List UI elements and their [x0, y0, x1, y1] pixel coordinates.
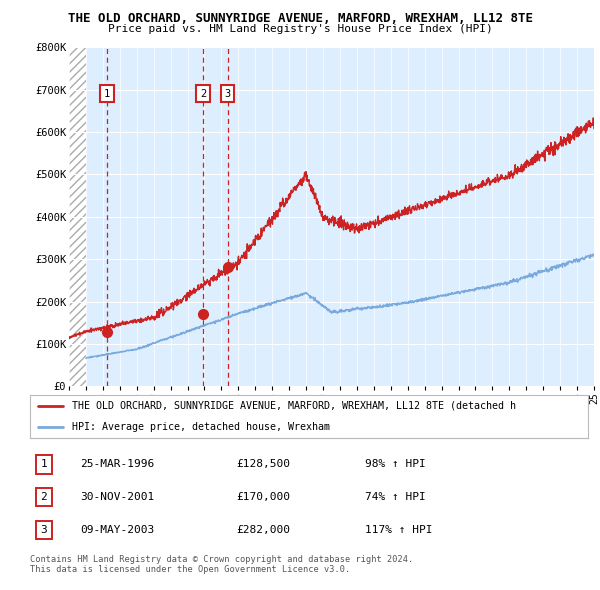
Text: 25-MAR-1996: 25-MAR-1996 — [80, 460, 154, 469]
Text: £128,500: £128,500 — [236, 460, 290, 469]
Text: £282,000: £282,000 — [236, 525, 290, 535]
Text: HPI: Average price, detached house, Wrexham: HPI: Average price, detached house, Wrex… — [72, 422, 330, 432]
Text: 3: 3 — [41, 525, 47, 535]
Text: 1: 1 — [41, 460, 47, 469]
Text: THE OLD ORCHARD, SUNNYRIDGE AVENUE, MARFORD, WREXHAM, LL12 8TE: THE OLD ORCHARD, SUNNYRIDGE AVENUE, MARF… — [67, 12, 533, 25]
Bar — [69, 47, 86, 386]
Text: 74% ↑ HPI: 74% ↑ HPI — [365, 492, 425, 502]
Text: 30-NOV-2001: 30-NOV-2001 — [80, 492, 154, 502]
Text: 117% ↑ HPI: 117% ↑ HPI — [365, 525, 432, 535]
Text: 98% ↑ HPI: 98% ↑ HPI — [365, 460, 425, 469]
Text: 2: 2 — [41, 492, 47, 502]
Text: 09-MAY-2003: 09-MAY-2003 — [80, 525, 154, 535]
Text: 3: 3 — [224, 89, 230, 99]
Text: £170,000: £170,000 — [236, 492, 290, 502]
Text: 1: 1 — [104, 89, 110, 99]
Text: Contains HM Land Registry data © Crown copyright and database right 2024.
This d: Contains HM Land Registry data © Crown c… — [30, 555, 413, 574]
Text: 2: 2 — [200, 89, 206, 99]
Text: Price paid vs. HM Land Registry's House Price Index (HPI): Price paid vs. HM Land Registry's House … — [107, 24, 493, 34]
Text: THE OLD ORCHARD, SUNNYRIDGE AVENUE, MARFORD, WREXHAM, LL12 8TE (detached h: THE OLD ORCHARD, SUNNYRIDGE AVENUE, MARF… — [72, 401, 516, 411]
